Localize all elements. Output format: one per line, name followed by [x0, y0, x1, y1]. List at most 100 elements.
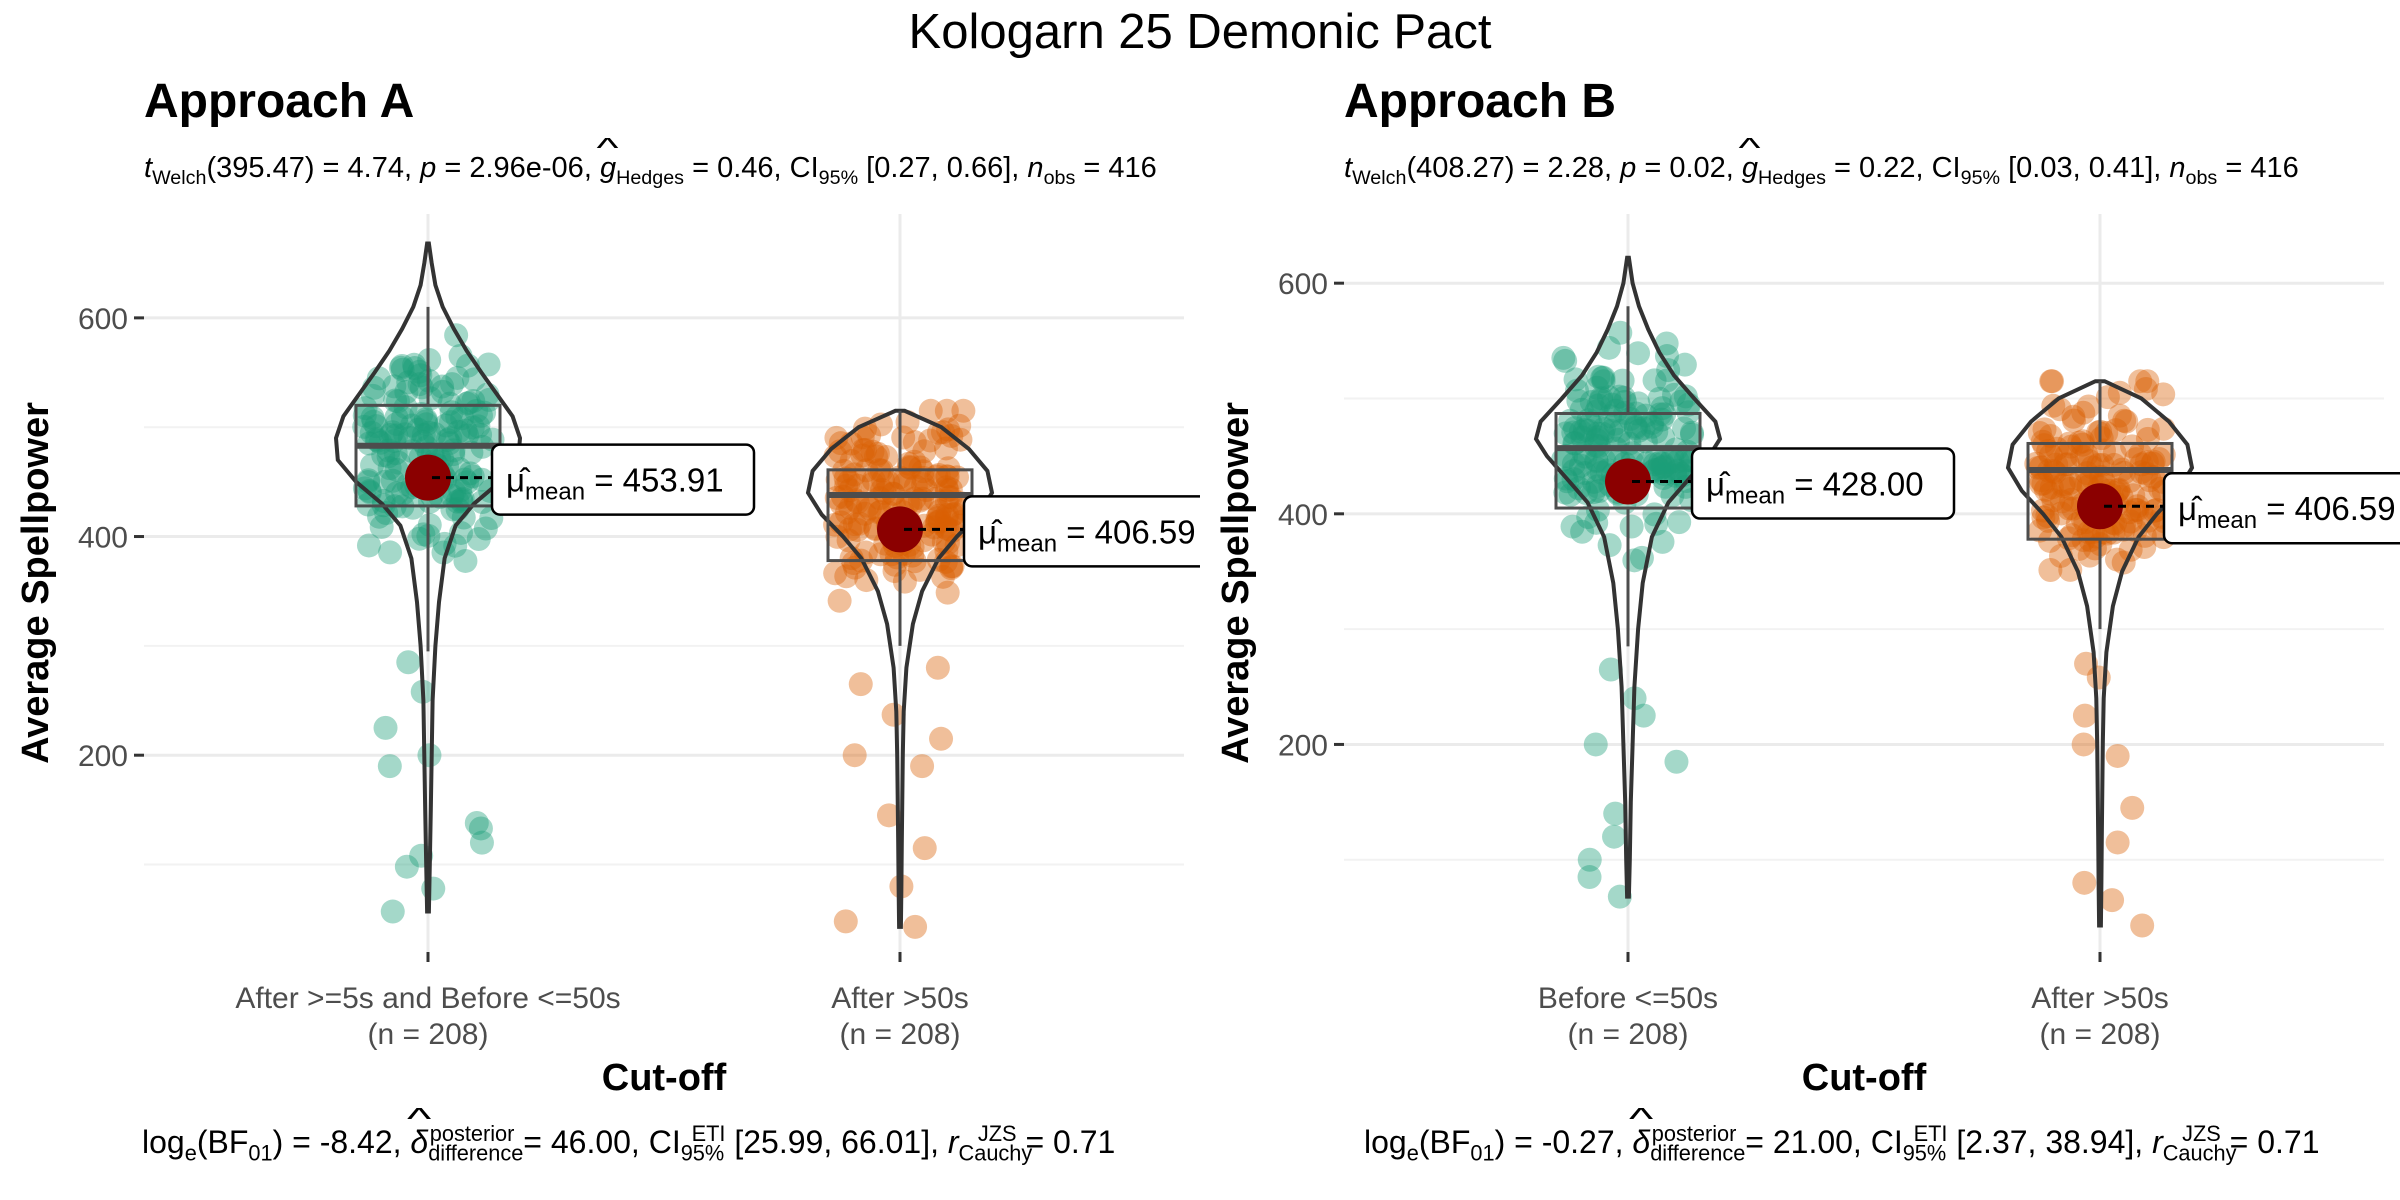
data-point	[845, 473, 870, 498]
data-point	[842, 743, 867, 768]
data-point	[456, 390, 481, 415]
data-point	[364, 414, 389, 439]
data-point	[852, 501, 877, 526]
data-point	[376, 444, 401, 469]
data-point	[2038, 558, 2063, 583]
data-point	[881, 702, 906, 727]
data-point	[2147, 446, 2172, 471]
data-point	[2032, 433, 2057, 458]
x-tick-n-label: (n = 208)	[368, 1018, 489, 1051]
data-point	[922, 515, 947, 540]
data-point	[1591, 416, 1616, 441]
data-point	[2151, 382, 2176, 407]
data-point	[1568, 419, 1593, 444]
grid	[1344, 214, 2384, 952]
data-point	[865, 441, 890, 466]
data-point	[2027, 421, 2052, 446]
data-point	[1581, 480, 1606, 505]
data-point	[2058, 476, 2083, 501]
data-point	[1644, 419, 1669, 444]
data-point	[2051, 474, 2076, 499]
data-point	[933, 436, 958, 461]
data-point	[2039, 369, 2064, 394]
data-point	[378, 423, 403, 448]
data-point	[2135, 369, 2160, 394]
data-point	[1633, 403, 1658, 428]
data-point	[2137, 468, 2162, 493]
stat-ci-low: 0.03	[2016, 152, 2073, 184]
data-point	[876, 803, 901, 828]
figure-title: Kologarn 25 Demonic Pact	[908, 5, 1492, 59]
data-point	[855, 493, 880, 518]
data-point	[393, 422, 418, 447]
data-point	[2056, 496, 2081, 521]
data-point	[2105, 743, 2130, 768]
data-point	[1665, 458, 1690, 483]
data-point	[1570, 519, 1595, 544]
data-point	[934, 506, 959, 531]
data-point	[1607, 384, 1632, 409]
data-point	[839, 449, 864, 474]
bayes-ci-high: 66.01	[841, 1124, 922, 1160]
data-point	[1585, 375, 1610, 400]
stat-ci-low: 0.27	[874, 152, 931, 184]
data-point	[1619, 514, 1644, 539]
data-point	[1622, 548, 1647, 573]
mean-label: μ̂mean = 406.59	[2178, 490, 2396, 534]
data-point	[2071, 400, 2096, 425]
data-point	[1603, 411, 1628, 436]
data-point	[1597, 533, 1622, 558]
data-point	[367, 504, 392, 529]
data-point	[449, 489, 474, 514]
data-point	[2072, 870, 2097, 895]
bayes-stats: loge(BF01) = -8.42, δdifferenceposterior…	[142, 1123, 1115, 1164]
data-point	[2061, 408, 2086, 433]
violin	[2005, 379, 2195, 928]
data-point	[382, 374, 407, 399]
data-point	[470, 489, 495, 514]
data-point	[1673, 384, 1698, 409]
data-point	[1680, 422, 1705, 447]
data-point	[944, 533, 969, 558]
stat-ci-high: 0.66	[946, 152, 1004, 184]
data-point	[911, 465, 936, 490]
data-point	[1566, 388, 1591, 413]
x-axis-label: Cut-off	[602, 1057, 727, 1099]
data-point	[380, 899, 405, 924]
stat-p: 2.96e-06	[469, 152, 584, 184]
data-point	[2059, 523, 2084, 548]
data-point	[2051, 472, 2076, 497]
data-point	[1608, 320, 1633, 345]
data-point	[2100, 888, 2125, 913]
data-point	[402, 352, 427, 377]
y-tick-label: 200	[78, 740, 128, 773]
data-point	[874, 445, 899, 470]
grid	[144, 214, 1184, 952]
data-point	[402, 356, 427, 381]
data-point	[373, 715, 398, 740]
data-point	[1626, 341, 1651, 366]
y-tick-label: 600	[1278, 268, 1328, 301]
data-point	[854, 568, 879, 593]
data-point	[1642, 368, 1667, 393]
data-point	[925, 655, 950, 680]
data-point	[1651, 425, 1676, 450]
data-point	[2031, 471, 2056, 496]
data-point	[892, 472, 917, 497]
data-point	[1651, 466, 1676, 491]
panel-title: Approach B	[1344, 75, 1617, 128]
data-point	[2074, 442, 2099, 467]
data-point	[947, 413, 972, 438]
data-point	[1599, 418, 1624, 443]
data-point	[1576, 418, 1601, 443]
data-point	[1679, 420, 1704, 445]
data-point	[1596, 385, 1621, 410]
stat-nobs: 416	[2250, 152, 2299, 184]
data-point	[860, 439, 885, 464]
data-point	[1579, 389, 1604, 414]
data-point	[2070, 444, 2095, 469]
data-point	[458, 461, 483, 486]
data-point	[1654, 331, 1679, 356]
data-point	[1650, 451, 1675, 476]
data-point	[384, 423, 409, 448]
